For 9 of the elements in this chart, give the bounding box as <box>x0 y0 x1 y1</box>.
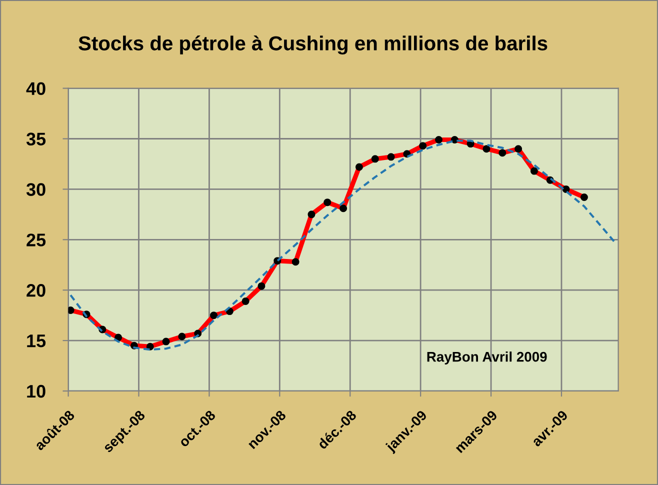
chart-title: Stocks de pétrole à Cushing en millions de barils <box>78 35 548 55</box>
y-tick-label: 10 <box>27 384 46 398</box>
y-tick-label: 40 <box>26 82 46 96</box>
y-tick-label: 30 <box>26 183 46 196</box>
y-tick-label: 20 <box>26 284 46 297</box>
annotation: RayBon Avril 2009 <box>427 352 547 364</box>
y-tick-label: 15 <box>27 334 46 348</box>
y-tick-label: 25 <box>26 234 46 246</box>
y-tick-label: 35 <box>26 132 46 146</box>
